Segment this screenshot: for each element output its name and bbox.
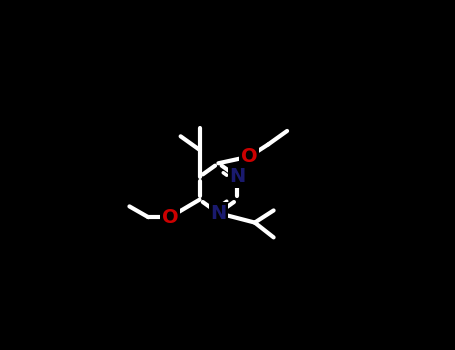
Text: O: O (241, 147, 258, 166)
Text: O: O (162, 208, 178, 227)
Text: N: N (229, 167, 245, 186)
Text: N: N (210, 204, 227, 223)
